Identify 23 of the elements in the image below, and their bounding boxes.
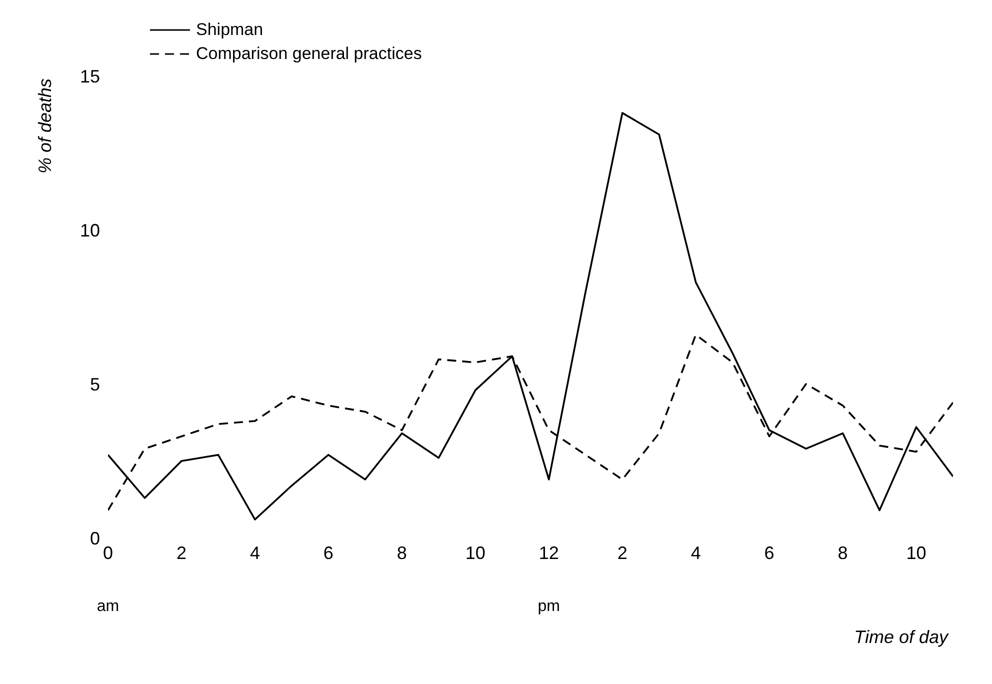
text: pm [536,598,561,616]
x-tick-label: 12 [538,542,559,563]
x-tick-label: 8 [838,542,848,563]
y-tick-label: 15 [80,66,100,86]
x-tick-label: 4 [250,542,260,563]
x-tick-label: 6 [323,542,334,563]
x-tick-label: 2 [617,542,628,563]
y-tick-label: 0 [90,528,100,548]
line-series [108,112,953,520]
x-tick-label: 6 [764,542,774,563]
legend-label: Shipman [196,20,264,40]
y-tick-label: 5 [90,374,100,394]
x-tick-label: 4 [690,542,701,563]
y-tick-label: 10 [80,220,100,240]
x-axis-title: Time of day [854,627,949,647]
text: am [96,598,120,616]
x-tick-label: 10 [906,542,926,563]
x-tick-label: 0 [102,542,114,563]
x-tick-label: 10 [465,542,486,563]
x-tick-label: 2 [176,542,186,563]
legend-label: Comparison general practices [196,44,422,64]
x-tick-label: 8 [396,542,407,563]
y-axis-title: % of deaths [34,78,55,174]
